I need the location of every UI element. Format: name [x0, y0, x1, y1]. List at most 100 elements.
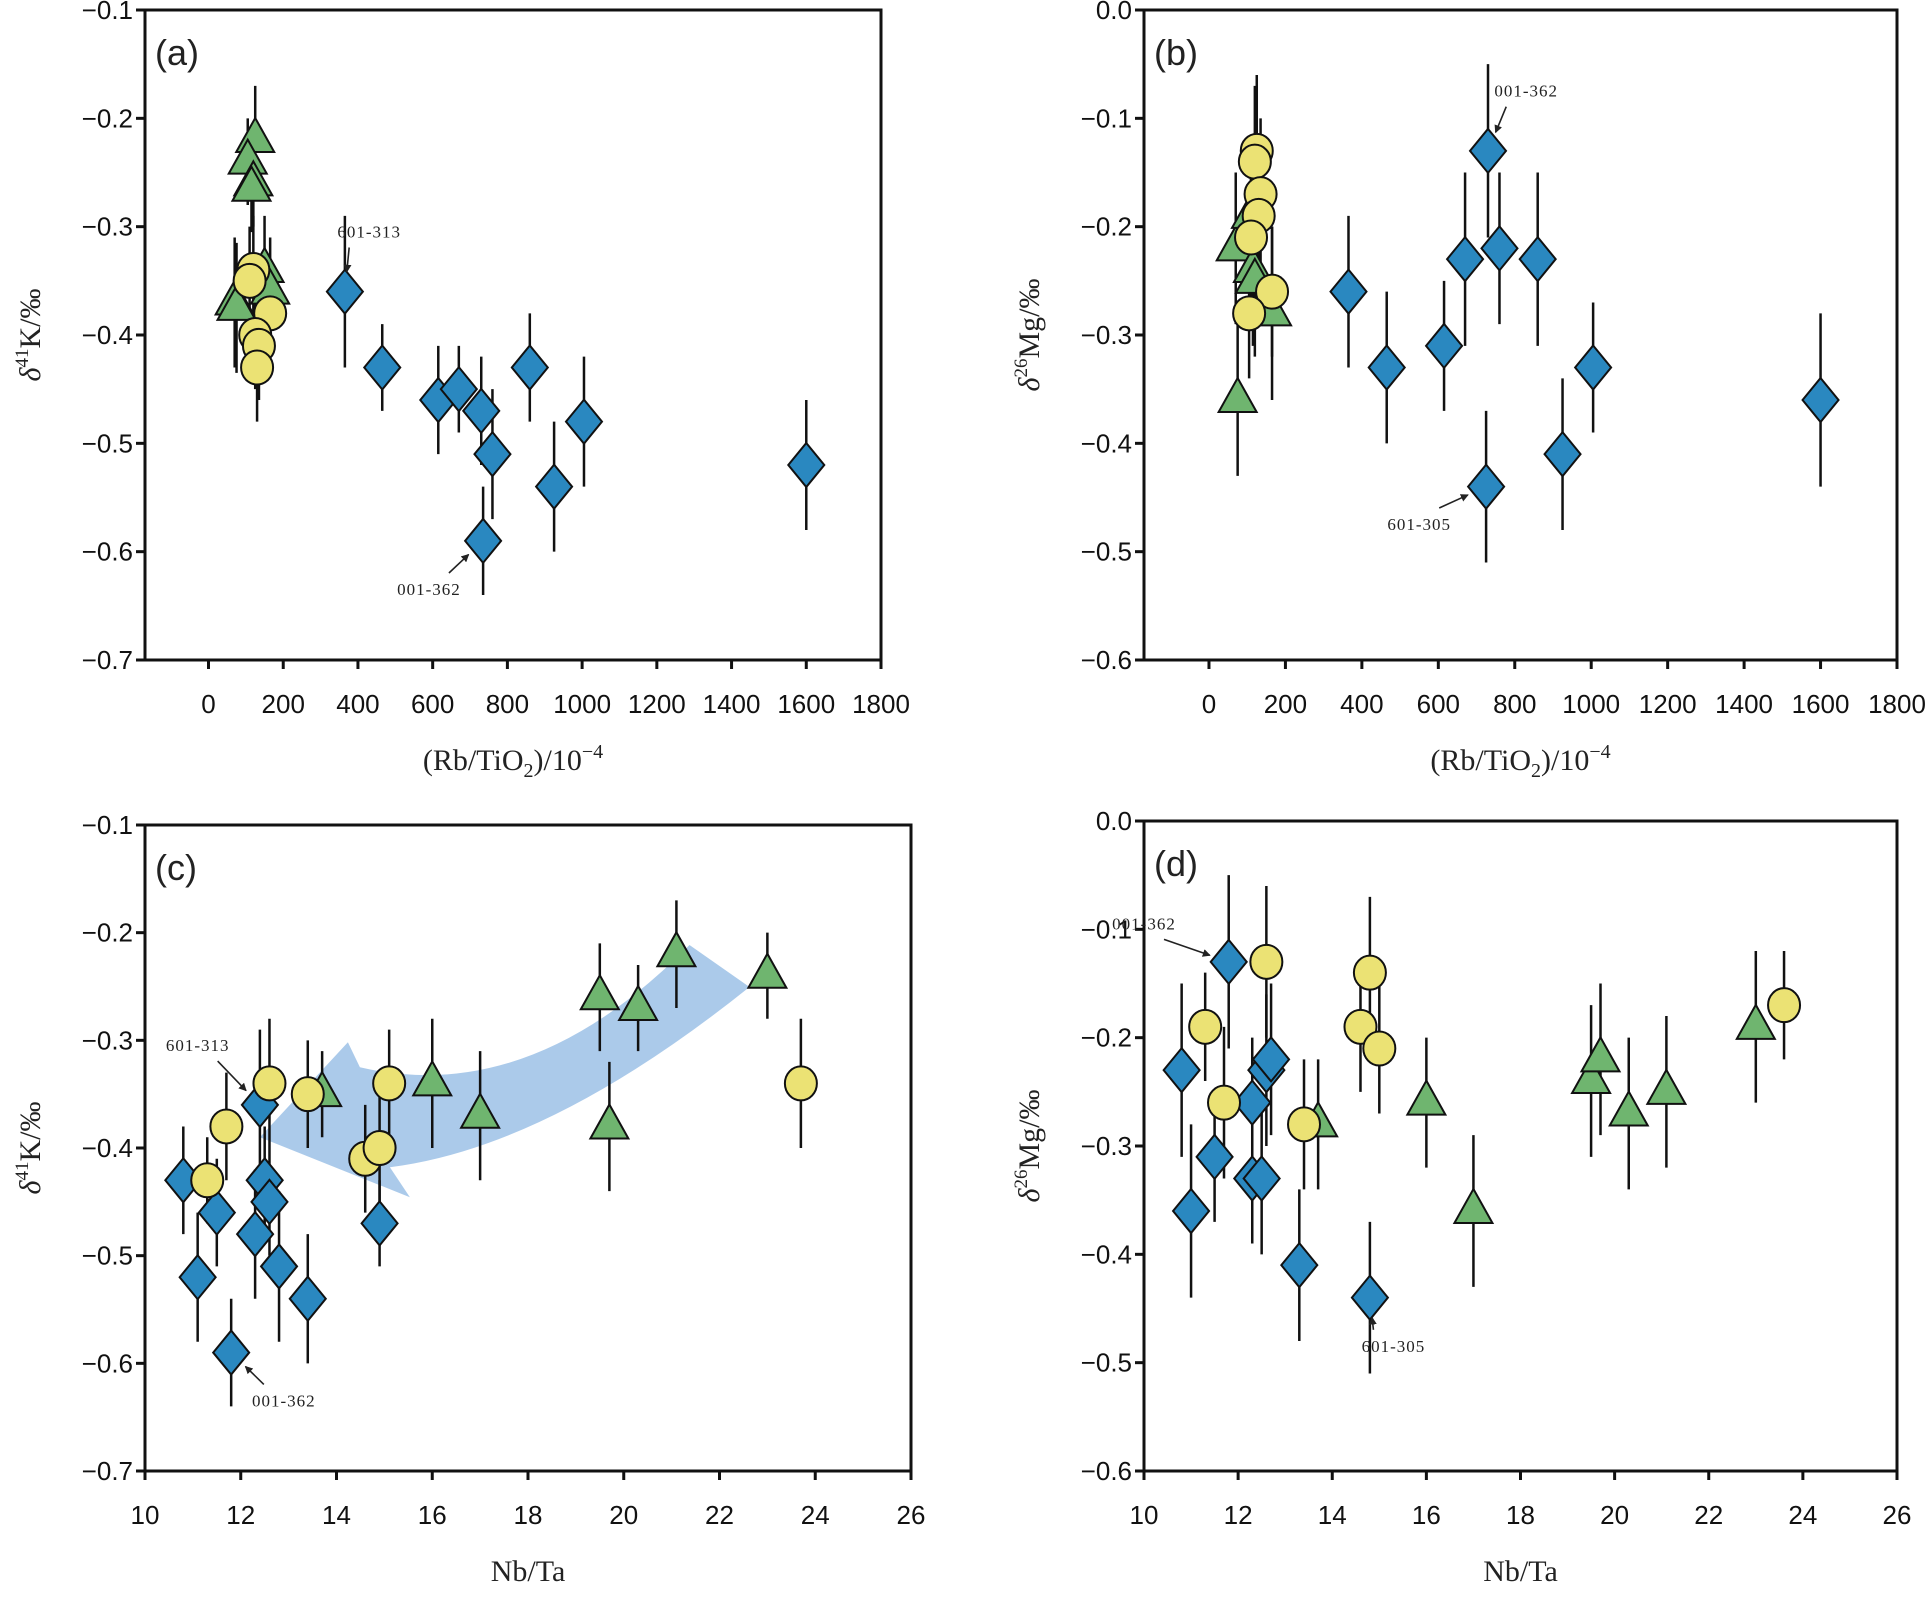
data-point-circle	[240, 349, 275, 386]
data-point-circle	[290, 1076, 325, 1113]
data-point-diamond	[1329, 268, 1368, 316]
x-tick-label: 600	[1417, 689, 1460, 719]
y-tick-label: −0.1	[82, 0, 133, 25]
annotation-arrow	[448, 553, 470, 574]
x-tick-label: 400	[1340, 689, 1383, 719]
x-tick-label: 1800	[852, 689, 910, 719]
data-point-diamond	[178, 1253, 217, 1301]
data-point-triangle	[617, 983, 659, 1022]
x-tick-label: 26	[897, 1500, 926, 1530]
data-point-diamond	[211, 1328, 251, 1377]
y-tick-label: −0.4	[82, 1133, 133, 1163]
data-point-diamond	[362, 343, 402, 392]
y-tick-label: −0.6	[1081, 645, 1132, 675]
data-point-circle	[362, 1130, 397, 1166]
y-tick-label: −0.2	[1081, 1023, 1132, 1053]
x-tick-label: 1400	[1715, 689, 1773, 719]
y-axis-title: δ41K/‰	[12, 289, 47, 382]
y-tick-label: 0.0	[1096, 806, 1132, 836]
x-tick-label: 10	[1130, 1500, 1159, 1530]
y-tick-label: −0.3	[1081, 320, 1132, 350]
data-point-circle	[1188, 1008, 1223, 1045]
data-point-triangle	[1216, 375, 1259, 413]
x-axis-title: Nb/Ta	[491, 1555, 566, 1588]
y-tick-label: −0.1	[1081, 914, 1132, 944]
data-point-diamond	[1242, 1154, 1281, 1203]
data-point-circle	[1249, 943, 1284, 980]
annotation-arrow	[244, 1365, 265, 1385]
data-point-circle	[190, 1162, 225, 1199]
data-point-diamond	[1801, 376, 1840, 424]
data-point-diamond	[461, 387, 501, 435]
annotation-label: 001-362	[397, 580, 461, 599]
x-tick-label: 24	[801, 1500, 830, 1530]
data-point-diamond	[1209, 938, 1249, 986]
data-point-diamond	[1171, 1187, 1211, 1235]
annotation-arrow	[1163, 938, 1211, 957]
data-point-diamond	[564, 398, 604, 446]
annotation-arrow	[1438, 494, 1469, 509]
data-point-diamond	[1251, 1035, 1291, 1083]
data-point-circle	[1767, 987, 1802, 1024]
x-tick-label: 1800	[1868, 689, 1926, 719]
data-point-triangle	[234, 115, 276, 153]
y-tick-label: −0.2	[1081, 212, 1132, 242]
data-point-triangle	[579, 973, 621, 1011]
data-point-diamond	[510, 343, 550, 392]
x-tick-label: 1600	[777, 689, 835, 719]
panel-label: (b)	[1154, 32, 1198, 73]
panel-label: (d)	[1154, 843, 1198, 884]
data-point-triangle	[1645, 1067, 1688, 1105]
annotation-label: 601-305	[1362, 1337, 1426, 1356]
annotation-label: 001-362	[1494, 82, 1558, 101]
data-point-diamond	[325, 268, 365, 316]
data-point-circle	[1362, 1030, 1397, 1067]
annotation-arrow	[1494, 106, 1507, 134]
x-tick-label: 22	[705, 1500, 734, 1530]
data-point-diamond	[1480, 224, 1519, 272]
data-point-circle	[252, 1065, 287, 1102]
annotation-arrow	[343, 247, 352, 273]
data-point-diamond	[1543, 430, 1582, 478]
data-point-triangle	[459, 1091, 501, 1129]
annotation-arrow	[1368, 1316, 1377, 1330]
data-point-circle	[1207, 1084, 1242, 1121]
data-point-triangle	[588, 1102, 631, 1140]
x-tick-label: 1000	[553, 689, 611, 719]
data-point-diamond	[1518, 235, 1557, 283]
x-tick-label: 14	[1318, 1500, 1347, 1530]
data-point-triangle	[215, 283, 258, 321]
data-point-circle	[1232, 295, 1267, 332]
data-point-diamond	[1350, 1274, 1390, 1322]
x-tick-label: 10	[131, 1500, 160, 1530]
y-axis-title: δ26Mg/‰	[1011, 279, 1046, 392]
y-tick-label: −0.6	[82, 1348, 133, 1378]
data-point-triangle	[655, 930, 698, 968]
x-tick-label: 20	[1600, 1500, 1629, 1530]
y-tick-label: −0.6	[1081, 1456, 1132, 1486]
data-point-triangle	[1579, 1035, 1622, 1073]
x-axis-title: Nb/Ta	[1483, 1555, 1558, 1588]
data-point-diamond	[534, 463, 574, 511]
y-tick-label: −0.3	[82, 1025, 133, 1055]
x-tick-label: 1000	[1562, 689, 1620, 719]
x-tick-label: 24	[1788, 1500, 1817, 1530]
data-point-diamond	[1468, 127, 1508, 175]
data-point-triangle	[1405, 1078, 1448, 1116]
x-tick-label: 16	[418, 1500, 447, 1530]
y-axis-title: δ41K/‰	[12, 1102, 47, 1195]
y-tick-label: −0.4	[1081, 1239, 1132, 1269]
data-point-diamond	[439, 365, 479, 413]
x-tick-label: 400	[336, 689, 379, 719]
x-tick-label: 20	[609, 1500, 638, 1530]
data-point-diamond	[473, 430, 512, 478]
x-tick-label: 1200	[628, 689, 686, 719]
data-point-diamond	[259, 1242, 299, 1291]
y-tick-label: −0.3	[82, 212, 133, 242]
y-tick-label: −0.1	[1081, 103, 1132, 133]
data-point-diamond	[1162, 1046, 1201, 1094]
data-point-circle	[1287, 1106, 1322, 1143]
data-point-circle	[372, 1065, 407, 1102]
y-tick-label: −0.4	[82, 320, 133, 350]
y-tick-label: −0.3	[1081, 1131, 1132, 1161]
